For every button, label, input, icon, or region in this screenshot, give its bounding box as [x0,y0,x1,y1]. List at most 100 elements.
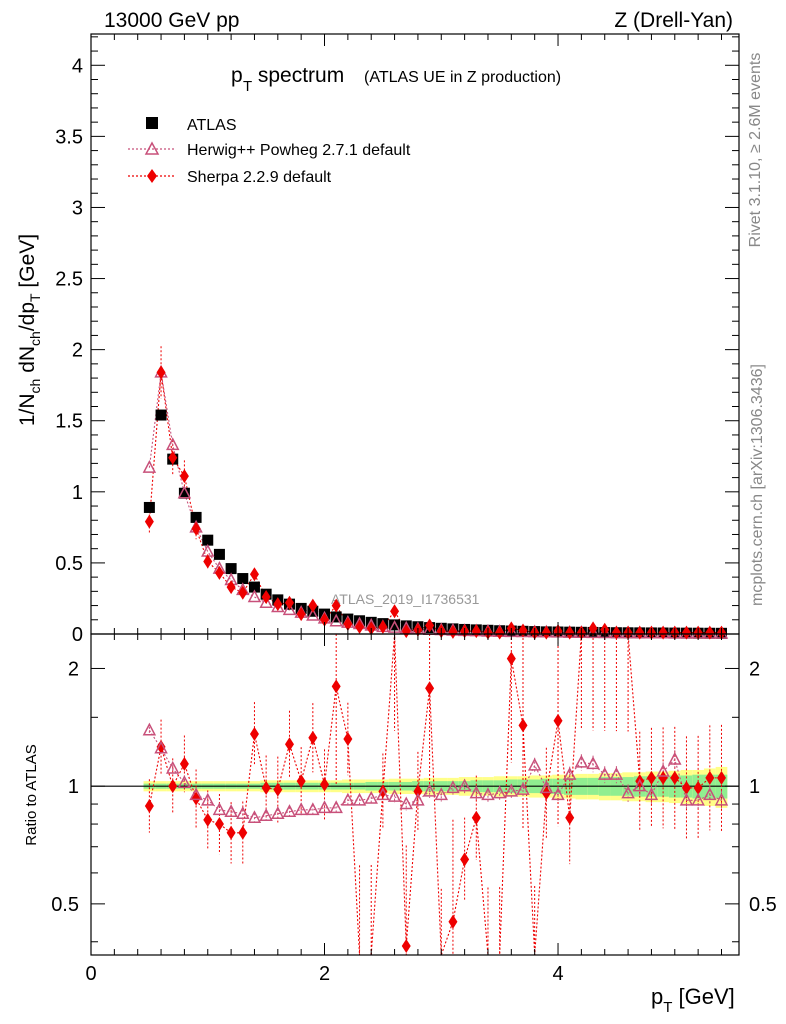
sherpa-ratio-point [214,817,224,832]
herwig-point [142,460,157,473]
sherpa-ratio-point [425,681,435,696]
sherpa-point [226,580,236,595]
legend-atlas-label: ATLAS [187,117,237,134]
sherpa-ratio-point [226,825,236,840]
sherpa-point [565,625,575,640]
sherpa-point [273,597,283,612]
mcplots-label: mcplots.cern.ch [arXiv:1306.3436] [749,364,766,606]
herwig-ratio-point [551,787,565,801]
herwig-ratio-point [294,802,308,816]
herwig-point [247,589,262,603]
ratio-frame [90,633,740,956]
sherpa-ratio-point [378,784,388,799]
sherpa-point [343,617,353,632]
x-tick-label: 4 [552,963,563,985]
legend-herwig-label: Herwig++ Powheg 2.7.1 default [187,142,411,159]
herwig-ratio-point [165,760,180,774]
sherpa-point [308,598,318,613]
herwig-point [282,602,297,616]
atlas-point [225,563,237,575]
sherpa-point [681,625,691,640]
herwig-ratio-point [691,792,705,806]
sherpa-point [611,625,621,640]
herwig-ratio-point [644,787,659,801]
herwig-ratio-point [422,783,437,797]
legend-sherpa-label: Sherpa 2.2.9 default [187,169,332,186]
main-y-tick-label: 2 [72,340,83,362]
sherpa-point [541,625,551,640]
herwig-ratio-point [597,767,612,780]
sherpa-ratio-point [296,774,306,789]
plot-title-sub: T [243,78,252,95]
sherpa-point [401,624,411,639]
herwig-ratio-point [142,722,157,736]
sherpa-ratio-point [249,726,259,741]
sherpa-ratio-point [156,739,166,754]
main-y-tick-label: 4 [72,55,83,77]
sherpa-ratio-point [273,782,283,797]
sherpa-point [296,607,306,622]
herwig-ratio-point [177,775,192,789]
herwig-ratio-point [621,785,635,799]
atlas-point [213,548,225,560]
sherpa-point [355,619,365,634]
herwig-ratio-point [201,792,215,806]
x-tick-label: 2 [319,963,330,985]
atlas-point [248,581,260,593]
sherpa-point [658,625,668,640]
sherpa-point [320,612,330,627]
sherpa-ratio-point [203,812,213,827]
atlas-point [143,501,155,513]
sherpa-ratio-point [658,770,668,785]
plot-title-rest: spectrum [252,64,344,87]
legend: ATLAS Herwig++ Powheg 2.7.1 default Sher… [128,117,411,186]
sherpa-point [168,450,178,465]
rivet-label: Rivet 3.1.10, ≥ 2.6M events [747,53,764,248]
herwig-ratio-point [446,780,460,794]
x-tick-label: 0 [85,963,96,985]
main-y-tick-label: 3 [72,197,83,219]
herwig-ratio-point [703,787,717,801]
sherpa-point [635,625,645,640]
herwig-ratio-point [236,806,250,820]
herwig-point [306,607,320,621]
main-ylabel: 1/Nch dNch/dpT [GeV] [16,234,43,426]
sherpa-point [448,624,458,639]
sherpa-ratio-point [168,779,178,794]
ratio-y-tick-label-left: 0.5 [51,894,79,916]
herwig-ratio-point [633,778,647,792]
herwig-ratio-point [224,804,238,818]
sherpa-ratio-point [565,810,575,825]
herwig-ratio-point [259,808,273,822]
herwig-ratio-point [539,780,554,794]
main-y-tick-label: 2.5 [55,269,83,291]
herwig-ratio-point [457,778,472,792]
herwig-ratio-point [352,792,367,806]
main-y-tick-label: 1 [72,482,83,504]
herwig-ratio-point [574,754,589,768]
legend-herwig-marker [144,141,160,155]
sherpa-ratio-point [261,780,271,795]
sherpa-ratio-point [179,756,189,771]
legend-sherpa-marker [147,169,157,183]
sherpa-point [238,585,248,600]
herwig-ratio-point [154,740,168,754]
herwig-ratio-point [411,792,425,806]
sherpa-ratio-point [343,732,353,747]
atlas-point [389,619,401,631]
atlas-point [155,409,167,421]
herwig-ratio-point [247,810,262,824]
herwig-ratio-point [656,763,670,777]
sherpa-ratio-point [331,679,341,694]
herwig-ratio-point [434,787,449,801]
herwig-ratio-point [668,751,682,765]
plot-title-p: p [231,64,243,87]
atlas-point [190,511,202,523]
herwig-ratio-point [504,783,519,797]
ratio-y-tick-label-right: 1 [749,776,760,798]
herwig-ratio-point [189,787,203,801]
sherpa-point [144,514,154,529]
sherpa-ratio-point [506,651,516,666]
herwig-ratio-point [679,792,694,806]
